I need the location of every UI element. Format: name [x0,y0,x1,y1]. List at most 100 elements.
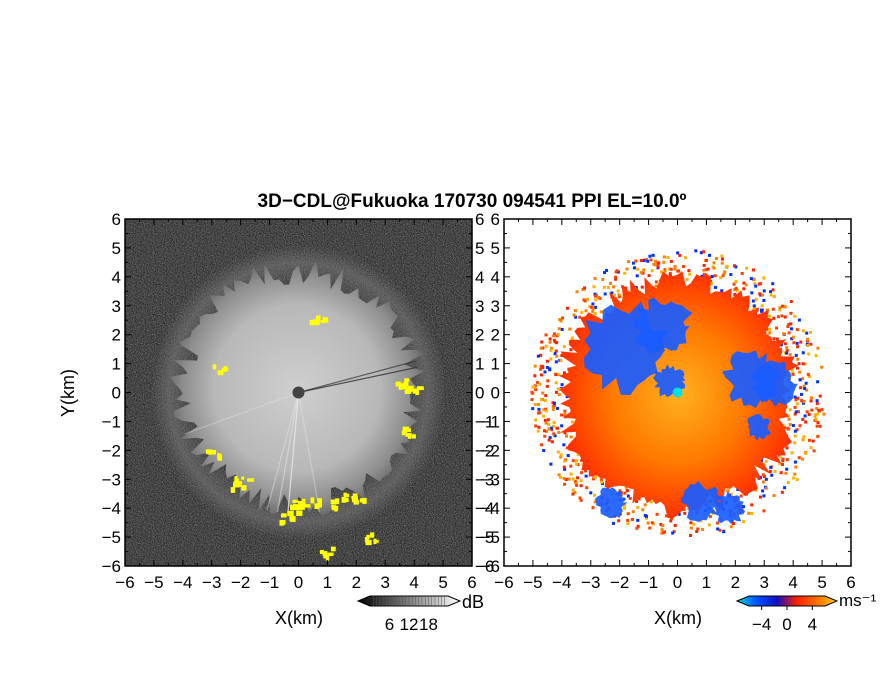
velocity-speckle-cell [586,297,590,301]
velocity-speckle-cell [649,258,653,262]
y-tick-label: 2 [491,326,500,345]
velocity-speckle-cell [632,266,636,270]
velocity-speckle-cell [614,277,618,281]
velocity-speckle-cell [815,399,819,403]
y-tick-label: 3 [491,297,500,316]
velocity-speckle-cell [762,298,766,302]
x-tick-label: −4 [173,573,192,592]
velocity-speckle-cell [785,446,789,450]
reflectivity-spot [310,497,315,504]
reflectivity-spot [289,515,295,521]
velocity-speckle-cell [788,353,792,357]
velocity-speckle-cell [683,256,687,260]
velocity-speckle-cell [623,271,627,275]
velocity-speckle-cell [636,267,640,271]
velocity-speckle-cell [556,406,560,410]
velocity-speckle-cell [794,410,798,414]
velocity-speckle-cell [729,492,733,496]
velocity-speckle-cell [780,314,784,318]
velocity-speckle-cell [796,357,800,361]
radar-site-marker [292,386,305,399]
velocity-speckle-cell [779,471,783,475]
velocity-speckle-cell [536,354,540,358]
velocity-speckle-cell [562,371,566,375]
velocity-speckle-cell [710,274,714,278]
velocity-speckle-cell [543,429,547,433]
velocity-speckle-cell [807,352,811,356]
velocity-speckle-cell [546,418,550,422]
velocity-image [504,219,851,566]
velocity-speckle-cell [554,373,558,377]
velocity-speckle-cell [573,490,577,494]
reflectivity-spot [298,504,305,510]
velocity-speckle-cell [549,426,553,430]
velocity-speckle-cell [732,264,736,268]
velocity-speckle-cell [564,477,568,481]
velocity-speckle-cell [597,295,601,299]
x-tick-label: −1 [260,573,279,592]
x-tick-label: −4 [552,573,571,592]
velocity-speckle-cell [589,491,593,495]
velocity-speckle-cell [791,424,795,428]
velocity-speckle-cell [772,493,776,497]
velocity-speckle-cell [591,307,595,311]
velocity-speckle-cell [761,473,765,477]
velocity-speckle-cell [549,462,553,466]
velocity-speckle-cell [646,521,650,525]
velocity-speckle-cell [624,487,628,491]
velocity-speckle-cell [612,285,616,289]
velocity-speckle-cell [557,430,561,434]
velocity-speckle-cell [820,365,824,369]
velocity-speckle-cell [648,254,652,258]
velocity-speckle-cell [557,327,561,331]
radial-streak [266,392,300,510]
velocity-speckle-cell [673,524,677,528]
reflectivity-spot [364,536,369,543]
velocity-speckle-cell [804,420,808,424]
velocity-speckle-cell [551,401,555,405]
velocity-speckle-cell [559,359,563,363]
velocity-speckle-cell [762,509,766,513]
velocity-speckle-cell [603,292,607,296]
velocity-speckle-cell [552,334,556,338]
velocity-speckle-cell [789,311,793,315]
reflectivity-spot [237,481,242,486]
velocity-speckle-cell [762,276,766,280]
velocity-speckle-cell [795,477,799,481]
velocity-speckle-cell [804,451,808,455]
reflectivity-spot [320,320,325,324]
radial-streak [184,391,299,435]
velocity-speckle-cell [752,304,756,308]
x-tick-label: 4 [788,573,797,592]
velocity-speckle-cell [806,337,810,341]
reflectivity-spot [331,505,339,510]
velocity-speckle-cell [533,374,537,378]
velocity-speckle-cell [775,337,779,341]
velocity-speckle-cell [643,503,647,507]
velocity-speckle-cell [548,340,552,344]
velocity-speckle-cell [660,270,664,274]
velocity-colorbar: −4 0 4 ms⁻¹ [735,591,877,634]
velocity-speckle-cell [720,257,724,261]
velocity-speckle-cell [553,332,557,336]
reflectivity-spot [316,503,320,508]
velocity-speckle-cell [800,457,804,461]
velocity-speckle-cell [603,271,607,275]
velocity-speckle-cell [797,318,801,322]
velocity-speckle-cell [592,477,596,481]
velocity-speckle-cell [539,367,543,371]
velocity-speckle-cell [574,462,578,466]
velocity-speckle-cell [789,322,793,326]
x-tick-label: 5 [438,573,447,592]
velocity-speckle-cell [593,276,597,280]
velocity-speckle-cell [602,285,606,289]
velocity-speckle-cell [794,465,798,469]
velocity-speckle-cell [803,414,807,418]
velocity-speckle-cell [610,291,614,295]
velocity-speckle-cell [762,475,766,479]
velocity-speckle-cell [810,408,814,412]
velocity-speckle-cell [794,353,798,357]
velocity-speckle-cell [747,511,751,515]
velocity-speckle-cell [643,513,647,517]
velocity-speckle-cell [570,336,574,340]
